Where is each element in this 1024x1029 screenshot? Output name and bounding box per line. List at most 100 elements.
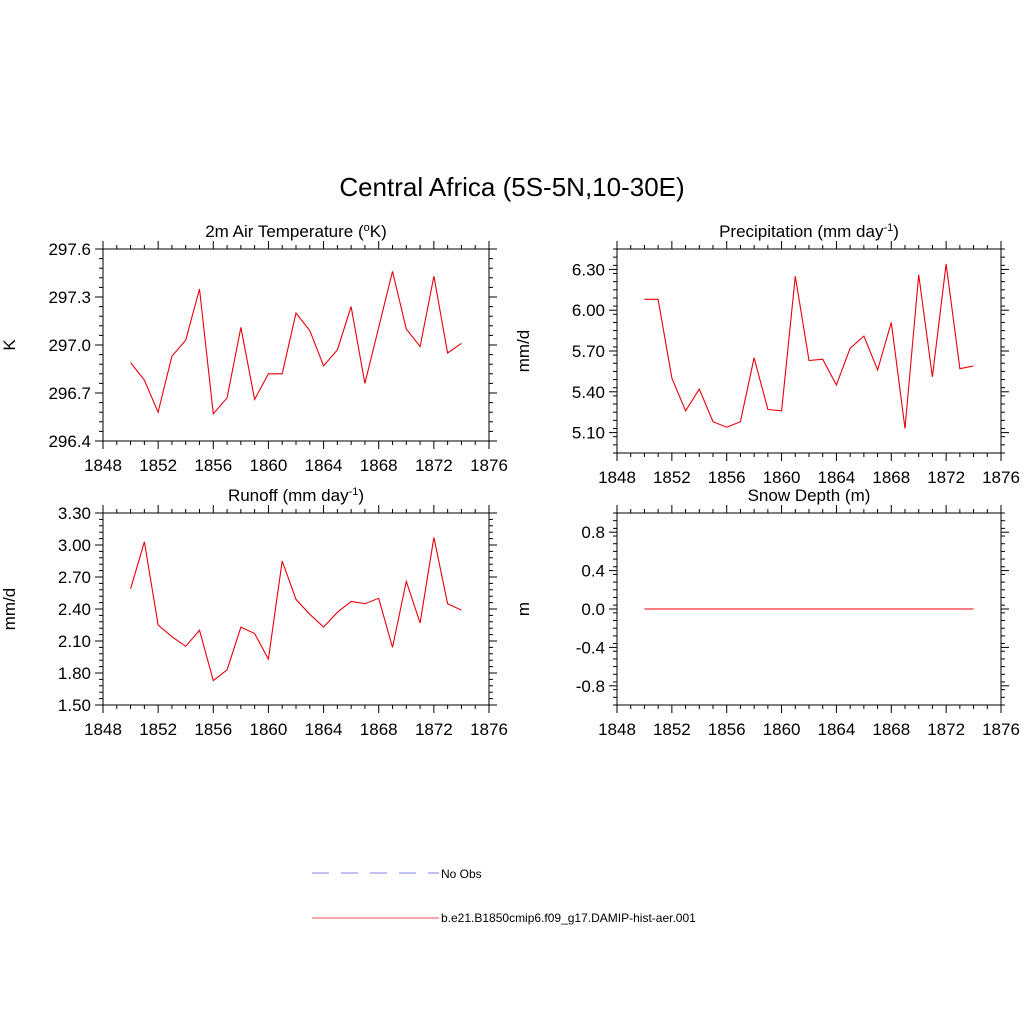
data-point (904, 608, 907, 611)
panel-4: Snow Depth (m) 1848 1852 1856 1860 1864 1868 18… (514, 486, 1020, 739)
data-point (698, 608, 701, 611)
x-tick-label: 1860 (250, 720, 288, 739)
data-point (876, 369, 879, 372)
panels: 2m Air Temperature (oK)1848 1852 1856 1860 1… (0, 222, 1020, 739)
x-tick-label: 1876 (982, 468, 1020, 487)
y-axis-label: mm/d (514, 330, 533, 373)
y-tick-label: 297.3 (48, 288, 91, 307)
legend-label-model: b.e21.B1850cmip6.f09_g17.DAMIP-hist-aer.… (441, 911, 696, 925)
data-point (212, 412, 215, 415)
data-point (712, 420, 715, 423)
y-tick-label: 0.4 (581, 562, 605, 581)
data-point (460, 609, 463, 612)
data-point (143, 540, 146, 543)
data-point (129, 587, 132, 590)
x-tick-label: 1876 (470, 720, 508, 739)
data-point (684, 608, 687, 611)
panel-title: Snow Depth (m) (748, 486, 871, 505)
data-point (226, 396, 229, 399)
y-tick-label: 297.6 (48, 240, 91, 259)
panel-title: Runoff (mm day-1) (228, 486, 364, 505)
panel-title-suffix: ) (358, 486, 364, 505)
panel-title-main: Snow Depth (m) (748, 486, 871, 505)
data-point (780, 409, 783, 412)
plot-frame (102, 248, 490, 442)
data-point (725, 608, 728, 611)
y-tick-label: 1.50 (58, 696, 91, 715)
y-axis-label: K (0, 339, 19, 351)
y-tick-label: 6.30 (572, 260, 605, 279)
data-point (917, 273, 920, 276)
x-tick-label: 1864 (305, 456, 343, 475)
data-point (725, 426, 728, 429)
x-tick-label: 1872 (927, 720, 965, 739)
data-point (808, 359, 811, 362)
data-point (862, 335, 865, 338)
series-line (130, 271, 462, 416)
data-point (712, 608, 715, 611)
plot-frame (102, 512, 490, 706)
data-point (835, 608, 838, 611)
data-point (958, 608, 961, 611)
y-tick-label: 1.80 (58, 664, 91, 683)
x-tick-label: 1848 (84, 720, 122, 739)
data-point (212, 679, 215, 682)
panel-title-suffix: ) (893, 222, 899, 241)
y-tick-label: 296.4 (48, 432, 91, 451)
data-point (890, 321, 893, 324)
data-point (643, 298, 646, 301)
data-point (821, 608, 824, 611)
data-point (281, 560, 284, 563)
data-point (446, 602, 449, 605)
x-tick-label: 1868 (360, 720, 398, 739)
data-point (170, 635, 173, 638)
series-line (130, 537, 462, 682)
data-point (432, 536, 435, 539)
data-point (391, 270, 394, 273)
data-point (239, 626, 242, 629)
y-tick-label: 3.30 (58, 504, 91, 523)
data-point (849, 608, 852, 611)
data-point (157, 411, 160, 414)
data-point (643, 608, 646, 611)
x-tick-label: 1868 (872, 720, 910, 739)
data-point (350, 600, 353, 603)
y-tick-label: 5.40 (572, 383, 605, 402)
data-point (336, 611, 339, 614)
x-tick-label: 1848 (598, 468, 636, 487)
data-point (267, 372, 270, 375)
x-tick-label: 1852 (653, 468, 691, 487)
data-point (972, 364, 975, 367)
data-point (780, 608, 783, 611)
data-point (657, 608, 660, 611)
data-point (281, 372, 284, 375)
y-tick-label: 5.10 (572, 424, 605, 443)
x-tick-label: 1864 (305, 720, 343, 739)
legend-label-no-obs: No Obs (441, 867, 482, 881)
data-point (670, 377, 673, 380)
y-tick-label: 6.00 (572, 301, 605, 320)
data-point (308, 329, 311, 332)
x-tick-label: 1856 (708, 720, 746, 739)
data-point (239, 326, 242, 329)
data-point (446, 352, 449, 355)
data-point (753, 608, 756, 611)
x-tick-label: 1848 (84, 456, 122, 475)
data-point (170, 355, 173, 358)
y-tick-label: 297.0 (48, 336, 91, 355)
data-point (157, 624, 160, 627)
x-tick-label: 1872 (927, 468, 965, 487)
y-axis-label: m (514, 602, 533, 616)
data-point (267, 658, 270, 661)
data-point (766, 608, 769, 611)
data-point (198, 629, 201, 632)
y-tick-label: 5.70 (572, 342, 605, 361)
data-point (295, 312, 298, 315)
data-point (972, 608, 975, 611)
figure-title: Central Africa (5S-5N,10-30E) (339, 172, 684, 202)
data-point (670, 608, 673, 611)
x-tick-label: 1860 (250, 456, 288, 475)
data-point (377, 326, 380, 329)
data-point (460, 342, 463, 345)
